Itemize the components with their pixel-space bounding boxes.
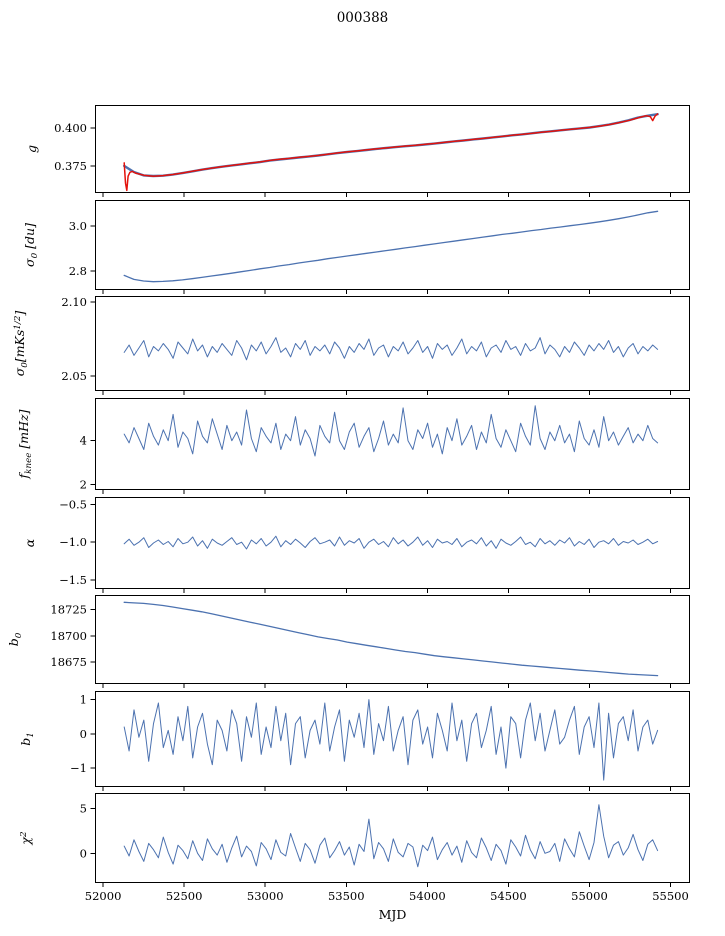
y-tick-label: 18725 [50,603,87,617]
axes-frame [95,200,690,290]
series-chi2-line [123,804,659,868]
y-tick-label: 0 [80,846,87,860]
series-sigma0-mks-line [123,337,659,361]
series-g-model-line [122,112,659,178]
panel-f_knee: 4 2 fknee [mHz] [16,398,690,494]
series-b1-line [123,699,659,781]
panel-sigma0_mks: 2.10 2.05 σ0[mKs1/2] [12,295,690,395]
axes-frame [95,793,690,883]
y-tick-label: 0 [80,727,87,741]
x-axis-title: MJD [379,907,407,922]
figure-title: 000388 [336,10,389,26]
y-tick-label: −1 [70,761,87,775]
y-axis-title-f_knee: fknee [mHz] [16,409,34,479]
y-axis-title-b0: b0 [6,632,24,646]
axes-frame [95,691,690,787]
axes-frame [95,595,690,684]
x-tick-label: 52000 [85,889,122,903]
panel-b0: 18725 18700 18675 b0 [6,595,690,688]
panel-chi2: 5 0 52000 52500 53000 53500 54000 54500 55000 555… [18,793,690,922]
panel-g: 0.400 0.375 g [24,105,690,197]
x-tick-label: 53000 [247,889,284,903]
x-tick-label: 55000 [571,889,608,903]
y-tick-label: 2.10 [61,295,87,309]
axes-frame [95,296,690,391]
series-alpha-line [123,535,659,550]
y-axis-title-alpha: α [22,538,37,547]
axes-frame [95,398,690,490]
axes-frame [95,105,690,193]
series-f-knee-line [123,405,659,457]
series-g-measured-line [123,113,659,192]
y-tick-label: 2.05 [61,369,87,383]
y-tick-label: 1 [80,693,87,707]
y-axis-title-chi2: χ2 [18,831,33,846]
y-axis-title-b1: b1 [18,732,36,746]
y-tick-label: 18700 [50,629,87,643]
x-tick-label: 54500 [490,889,527,903]
y-tick-label: −1.0 [59,535,87,549]
x-tick-label: 54000 [409,889,446,903]
y-tick-label: −1.5 [59,573,87,587]
panel-sigma0_du: 3.0 2.8 σ0 [du] [22,200,690,294]
y-axis-title-sigma0_du: σ0 [du] [22,223,40,267]
y-tick-label: 0.400 [54,121,87,135]
y-tick-label: 18675 [50,655,87,669]
x-tick-label: 53500 [328,889,365,903]
axes-frame [95,497,690,589]
y-tick-label: −0.5 [59,498,87,512]
panel-alpha: −0.5 −1.0 −1.5 α [22,497,690,593]
series-sigma0-du-line [123,210,659,283]
x-tick-label: 52500 [166,889,203,903]
y-tick-label: 3.0 [69,219,87,233]
panel-b1: 1 0 −1 b1 [18,691,690,791]
y-tick-label: 0.375 [54,159,87,173]
y-axis-title-sigma0_mks: σ0[mKs1/2] [12,311,30,377]
y-tick-label: 4 [80,434,87,448]
y-tick-label: 5 [80,801,87,815]
x-tick-label: 55500 [652,889,689,903]
y-tick-label: 2.8 [69,264,87,278]
series-b0-line [123,601,659,677]
y-tick-label: 2 [80,478,87,492]
y-axis-title-g: g [24,145,39,153]
